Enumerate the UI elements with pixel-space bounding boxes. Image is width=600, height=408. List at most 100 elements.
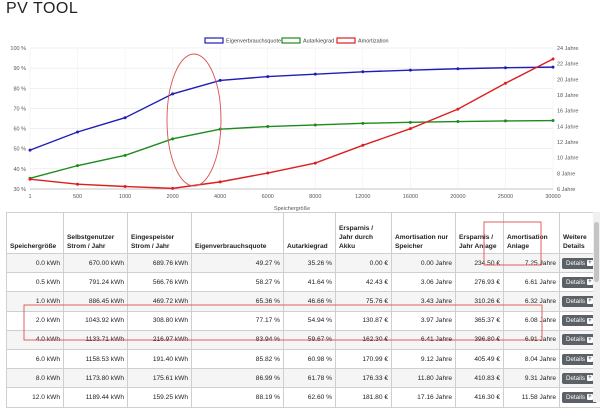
data-point [219, 79, 222, 82]
table-cell: 6.91 Jahre [504, 330, 560, 349]
column-header: Eigenverbrauchsquote [192, 213, 284, 254]
table-cell: 7.25 Jahre [504, 254, 560, 273]
table-cell: 59.67 % [284, 330, 336, 349]
details-button[interactable]: Details+ [562, 315, 597, 326]
legend-item-label[interactable]: Autarkiegrad [303, 39, 334, 45]
data-point [314, 123, 317, 126]
table-cell: 86.99 % [192, 369, 284, 388]
table-cell: 3.06 Jahre [392, 273, 456, 292]
data-point [124, 116, 127, 119]
table-cell: 58.27 % [192, 273, 284, 292]
table-cell: 3.97 Jahre [392, 311, 456, 330]
data-point [76, 183, 79, 186]
table-cell: 17.16 Jahre [392, 388, 456, 407]
y-left-tick-label: 60 % [13, 127, 26, 133]
table-cell: 2.0 kWh [7, 311, 64, 330]
table-cell: 41.64 % [284, 273, 336, 292]
table-cell: 416.30 € [456, 388, 504, 407]
column-header: Autarkiegrad [284, 213, 336, 254]
scrollbar-thumb[interactable] [594, 222, 599, 282]
table-cell: 62.60 % [284, 388, 336, 407]
table-cell: 61.78 % [284, 369, 336, 388]
data-point [361, 70, 364, 73]
table-cell: 162.30 € [336, 330, 392, 349]
table-cell: 6.0 kWh [7, 349, 64, 368]
y-right-tick-label: 18 Jahre [557, 93, 578, 99]
details-button-label: Details [566, 298, 585, 305]
y-left-tick-label: 90 % [13, 66, 26, 72]
data-point [29, 178, 32, 181]
legend-swatch[interactable] [282, 38, 300, 43]
table-cell: 88.19 % [192, 388, 284, 407]
table-cell: 566.76 kWh [128, 273, 192, 292]
table-cell: 6.32 Jahre [504, 292, 560, 311]
table-cell: 1043.92 kWh [64, 311, 128, 330]
data-point [361, 144, 364, 147]
details-button-label: Details [566, 279, 585, 286]
data-point [552, 66, 555, 69]
table-cell: 60.98 % [284, 349, 336, 368]
details-button[interactable]: Details+ [562, 334, 597, 345]
line-chart: 30 %40 %50 %60 %70 %80 %90 %100 %6 Jahre… [0, 34, 600, 212]
table-cell: 1158.53 kWh [64, 349, 128, 368]
details-button-label: Details [566, 356, 585, 363]
series-line-autarkiegrad [30, 121, 553, 179]
details-button-label: Details [566, 260, 585, 267]
legend-swatch[interactable] [337, 38, 355, 43]
table-cell: 49.27 % [192, 254, 284, 273]
details-button[interactable]: Details+ [562, 354, 597, 365]
table-cell: 11.80 Jahre [392, 369, 456, 388]
details-button[interactable]: Details+ [562, 277, 597, 288]
data-point [171, 187, 174, 190]
data-point [361, 122, 364, 125]
legend-swatch[interactable] [205, 38, 223, 43]
data-point [76, 164, 79, 167]
y-right-tick-label: 8 Jahre [557, 171, 575, 177]
details-button[interactable]: Details+ [562, 392, 597, 403]
table-cell: 689.76 kWh [128, 254, 192, 273]
details-button-label: Details [566, 375, 585, 382]
x-tick-label: 12000 [355, 194, 370, 200]
table-cell: 396.80 € [456, 330, 504, 349]
legend-item-label[interactable]: Eigenverbrauchsquote [226, 39, 281, 45]
table-cell: 46.66 % [284, 292, 336, 311]
y-left-tick-label: 30 % [13, 187, 26, 193]
y-left-tick-label: 50 % [13, 147, 26, 153]
table-cell: 35.26 % [284, 254, 336, 273]
x-tick-label: 2000 [167, 194, 179, 200]
x-tick-label: 500 [73, 194, 82, 200]
legend-item-label[interactable]: Amortization [358, 39, 389, 45]
chart-axes: 30 %40 %50 %60 %70 %80 %90 %100 %6 Jahre… [10, 46, 578, 200]
table-cell: 469.72 kWh [128, 292, 192, 311]
data-point [552, 57, 555, 60]
details-button[interactable]: Details+ [562, 296, 597, 307]
data-point [314, 73, 317, 76]
table-cell: 83.94 % [192, 330, 284, 349]
table-cell: 310.26 € [456, 292, 504, 311]
scrollbar[interactable] [593, 212, 600, 402]
details-button[interactable]: Details+ [562, 373, 597, 384]
table-cell: 4.0 kWh [7, 330, 64, 349]
table-cell: 42.43 € [336, 273, 392, 292]
page-title: PV TOOL [6, 0, 78, 18]
chart-legend[interactable]: Eigenverbrauchsquote Autarkiegrad Amortiza… [205, 38, 389, 45]
column-header: Speichergröße [7, 213, 64, 254]
y-right-tick-label: 10 Jahre [557, 156, 578, 162]
data-point [266, 172, 269, 175]
table-cell: 670.00 kWh [64, 254, 128, 273]
column-header: Ersparnis / Jahr Anlage [456, 213, 504, 254]
table-cell: 791.24 kWh [64, 273, 128, 292]
data-point [456, 120, 459, 123]
table-cell: 6.61 Jahre [504, 273, 560, 292]
details-button[interactable]: Details+ [562, 258, 597, 269]
table-cell: 11.58 Jahre [504, 388, 560, 407]
column-header: Ersparnis / Jahr durch Akku [336, 213, 392, 254]
details-button-label: Details [566, 394, 585, 401]
data-point [171, 137, 174, 140]
